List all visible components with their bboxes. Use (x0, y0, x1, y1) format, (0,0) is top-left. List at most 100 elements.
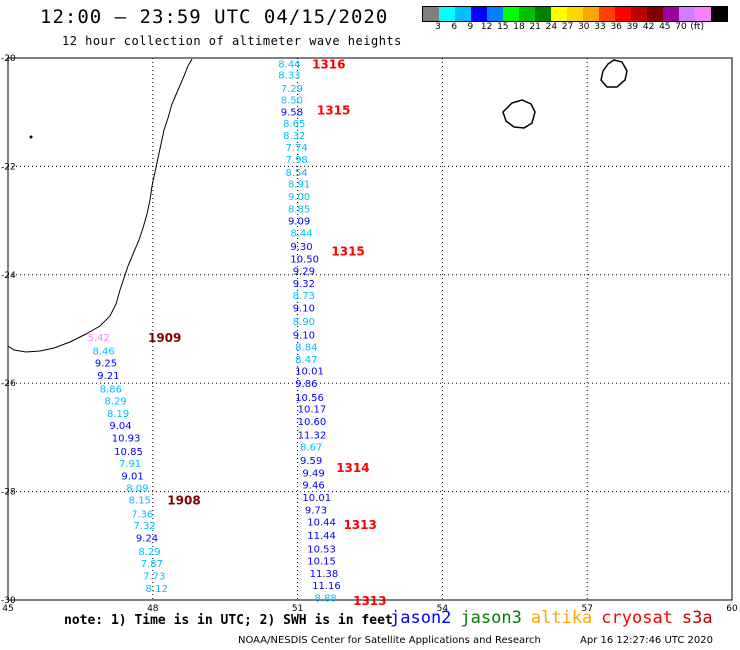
colorbar-swatch (631, 7, 647, 21)
map-title: 12:00 – 23:59 UTC 04/15/2020 (40, 6, 389, 28)
lat-tick-label: -26 (1, 379, 16, 389)
wave-height-label: 9.09 (288, 217, 310, 228)
colorbar-label: 21 (529, 22, 541, 32)
wave-height-label: 10.85 (114, 447, 143, 458)
colorbar-swatch (439, 7, 455, 21)
colorbar-swatch (487, 7, 503, 21)
track-time-label: 1908 (167, 494, 200, 508)
wave-height-label: 11.44 (307, 531, 336, 542)
credit-timestamp: Apr 16 12:27:46 UTC 2020 (580, 635, 713, 646)
legend-s3a: s3a (681, 608, 713, 628)
legend-cryosat: cryosat (601, 608, 673, 628)
lon-tick-label: 60 (726, 604, 738, 614)
wave-height-label: 10.15 (307, 556, 336, 567)
wave-height-label: 8.44 (290, 229, 312, 240)
track-time-label: 1909 (148, 331, 181, 345)
wave-height-label: 9.49 (302, 469, 324, 480)
lat-tick-label: -24 (1, 271, 16, 281)
wave-height-label: 8.86 (100, 385, 122, 396)
colorbar-swatch (551, 7, 567, 21)
wave-height-label: 9.30 (290, 242, 312, 253)
wave-height-label: 9.58 (281, 108, 303, 119)
credit-text: NOAA/NESDIS Center for Satellite Applica… (238, 635, 541, 646)
colorbar-swatch (567, 7, 583, 21)
colorbar-swatch (663, 7, 679, 21)
wave-height-label: 8.90 (293, 317, 315, 328)
wave-height-label: 8.85 (288, 205, 310, 216)
lat-tick-label: -20 (1, 54, 16, 64)
wave-height-label: 9.59 (300, 456, 322, 467)
colorbar-swatch (711, 7, 727, 21)
wave-height-label: 9.24 (136, 534, 158, 545)
wave-height-label: 8.88 (314, 593, 336, 604)
wave-height-label: 8.46 (92, 347, 114, 358)
colorbar-label: 27 (561, 22, 574, 32)
wave-height-label: 9.00 (288, 192, 310, 203)
colorbar-label: 15 (497, 22, 509, 32)
wave-height-label: 7.32 (133, 521, 155, 532)
madagascar-coastline (7, 58, 193, 353)
wave-height-label: 7.98 (286, 155, 308, 166)
reunion-island-outline (502, 99, 536, 129)
wave-height-label: 9.86 (295, 379, 317, 390)
wave-height-label: 8.33 (278, 70, 300, 81)
wave-height-label: 8.29 (105, 397, 127, 408)
wave-height-label: 8.73 (293, 291, 315, 302)
lat-tick-label: -22 (1, 162, 16, 172)
wave-height-label: 7.73 (143, 572, 165, 583)
wave-height-label: 10.60 (298, 417, 327, 428)
colorbar-label: 18 (513, 22, 525, 32)
wave-height-label: 11.32 (298, 431, 327, 442)
wave-height-label: 8.65 (283, 119, 305, 130)
colorbar-label: 70 (675, 22, 687, 32)
wave-height-label: 9.01 (121, 471, 143, 482)
mauritius-island-outline (600, 59, 628, 88)
wave-height-label: 10.53 (307, 545, 336, 556)
wave-height-label: 8.44 (278, 59, 300, 70)
lon-tick-label: 48 (147, 604, 159, 614)
lat-tick-label: -30 (1, 596, 16, 606)
wave-height-label: 7.74 (286, 143, 308, 154)
wave-height-label: 5.42 (88, 333, 110, 344)
islet (29, 135, 33, 139)
footer-note: note: 1) Time is in UTC; 2) SWH is in fe… (64, 613, 393, 628)
wave-height-label: 8.47 (295, 355, 317, 366)
track-time-label: 1315 (331, 244, 364, 258)
colorbar-label: 6 (451, 22, 458, 32)
wave-height-label: 10.01 (302, 493, 331, 504)
colorbar-label: 36 (610, 22, 622, 32)
colorbar-swatch (647, 7, 663, 21)
colorbar-swatch (471, 7, 487, 21)
wave-height-label: 9.32 (293, 279, 315, 290)
track-time-label: 1313 (343, 518, 376, 532)
colorbar-swatch (615, 7, 631, 21)
colorbar-swatch (583, 7, 599, 21)
lon-tick-label: 57 (581, 604, 592, 614)
colorbar-label: 45 (659, 22, 671, 32)
wave-height-label: 7.29 (281, 84, 303, 95)
map-subtitle: 12 hour collection of altimeter wave hei… (62, 34, 402, 48)
map-grid (7, 57, 733, 601)
track-time-label: 1314 (336, 461, 369, 475)
wave-height-label: 7.91 (119, 459, 141, 470)
colorbar-swatch (599, 7, 615, 21)
wave-height-label: 9.25 (95, 359, 117, 370)
axis-tick-labels: 45 48 51 54 57 60 -20 -22 -24 -26 -28 -30 (1, 54, 738, 614)
wave-height-label: 10.01 (295, 367, 324, 378)
colorbar (422, 6, 728, 22)
wave-height-label: 7.36 (131, 509, 153, 520)
wave-height-label: 9.10 (293, 330, 315, 341)
wave-height-label: 10.17 (298, 405, 327, 416)
west-track-values: 5.428.469.259.218.868.298.199.0410.9310.… (88, 333, 168, 595)
map-frame (7, 57, 733, 601)
lon-tick-label: 51 (292, 604, 303, 614)
colorbar-label: (ft) (690, 22, 704, 32)
wave-height-label: 8.29 (138, 547, 160, 558)
lon-tick-label: 45 (2, 604, 13, 614)
satellite-legend: jason2 jason3 altika cryosat s3a (390, 608, 722, 628)
colorbar-label: 12 (480, 22, 493, 32)
colorbar-label: 33 (594, 22, 606, 32)
wave-height-label: 9.73 (305, 505, 327, 516)
wave-height-label: 8.19 (107, 409, 129, 420)
